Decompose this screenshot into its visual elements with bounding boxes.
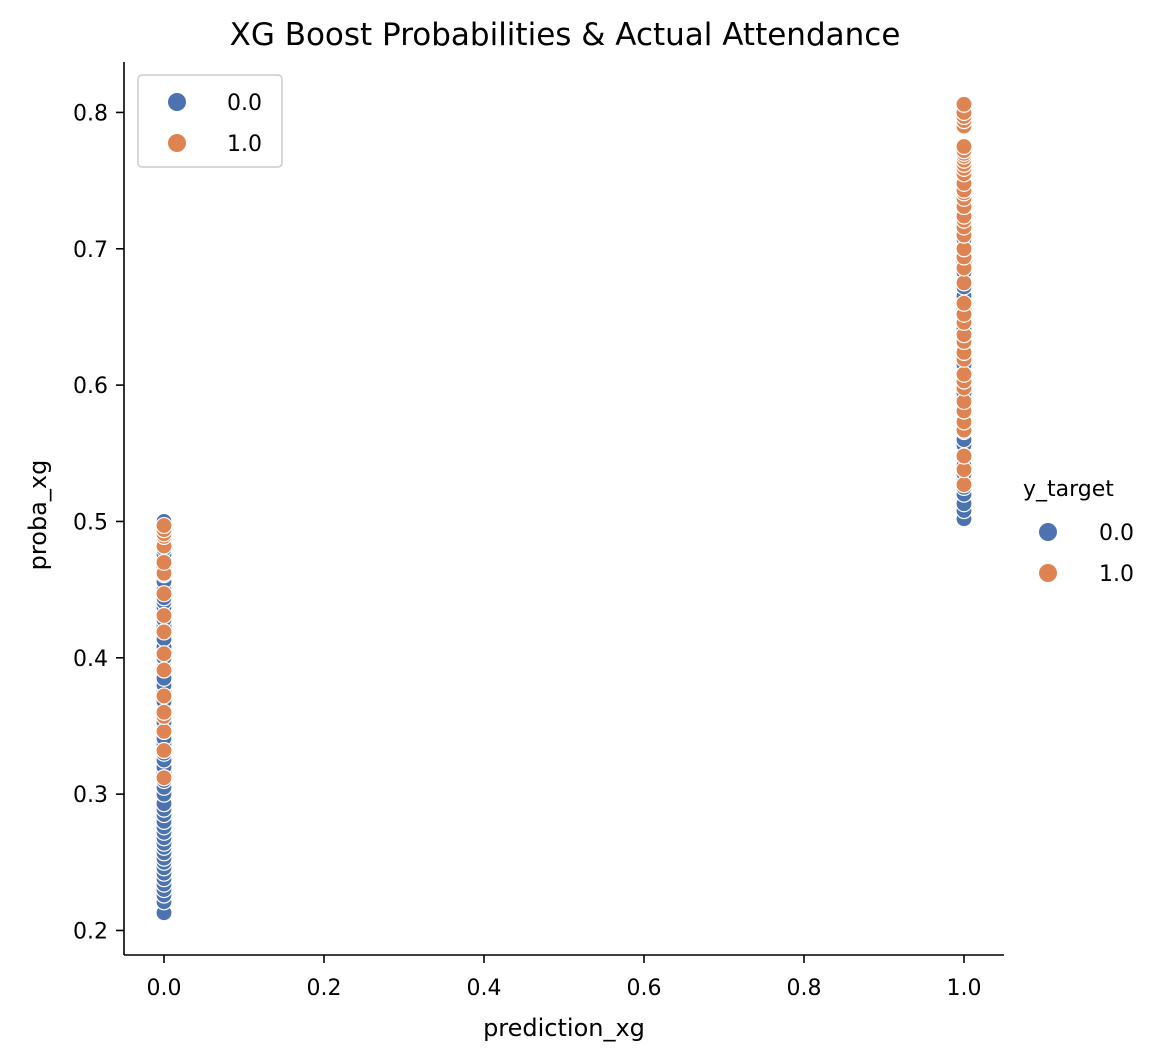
x-axis-label: prediction_xg <box>483 1014 645 1042</box>
data-point-class-1 <box>955 137 973 156</box>
x-axis-ticks: 0.0 0.2 0.4 0.6 0.8 1.0 <box>147 955 982 1001</box>
x-tick-label: 0.8 <box>787 976 822 1001</box>
legend-title: y_target <box>1023 477 1114 502</box>
x-tick-label: 1.0 <box>947 976 982 1001</box>
legend-outer-marker-1 <box>1039 564 1057 582</box>
x-tick-label: 0.0 <box>147 976 182 1001</box>
y-axis-label: proba_xg <box>24 460 52 571</box>
y-tick-label: 0.3 <box>73 783 108 808</box>
chart-title: XG Boost Probabilities & Actual Attendan… <box>230 17 901 53</box>
legend-inner-marker-0 <box>168 93 186 111</box>
data-point-class-1 <box>155 741 173 760</box>
x-tick-label: 0.4 <box>467 976 502 1001</box>
data-point-class-1 <box>155 606 173 625</box>
legend-outer-label-0: 0.0 <box>1099 521 1134 546</box>
data-point-class-1 <box>955 294 973 312</box>
x-tick-label: 0.2 <box>307 976 342 1001</box>
data-point-class-1 <box>155 722 173 741</box>
y-tick-label: 0.2 <box>73 919 108 944</box>
legend-outer: y_target 0.0 1.0 <box>1023 477 1134 587</box>
data-point-class-1 <box>155 687 173 705</box>
data-point-class-1 <box>955 476 973 494</box>
plot-area: 0.0 0.2 0.4 0.6 0.8 1.0 0.2 0.3 0.4 0.5 0.6 0.7 0.8 <box>73 62 1004 1001</box>
data-point-class-1 <box>955 274 973 292</box>
y-tick-label: 0.5 <box>73 510 108 535</box>
data-point-class-1 <box>155 645 173 663</box>
legend-inner: 0.0 1.0 <box>137 74 283 168</box>
data-point-class-1 <box>155 661 173 679</box>
data-point-class-1 <box>955 365 973 383</box>
data-point-class-1 <box>955 447 973 465</box>
data-point-class-1 <box>155 703 173 721</box>
legend-inner-label-0: 0.0 <box>227 91 262 116</box>
legend-inner-label-1: 1.0 <box>227 132 262 157</box>
y-tick-label: 0.8 <box>73 101 108 126</box>
data-points <box>155 95 973 922</box>
data-point-class-1 <box>155 585 173 603</box>
data-point-class-1 <box>955 95 973 113</box>
y-axis-ticks: 0.2 0.3 0.4 0.5 0.6 0.7 0.8 <box>73 101 124 944</box>
y-tick-label: 0.4 <box>73 647 108 672</box>
legend-inner-marker-1 <box>168 134 186 152</box>
data-point-class-1 <box>155 769 173 787</box>
data-point-class-1 <box>155 553 173 571</box>
y-tick-label: 0.6 <box>73 374 108 399</box>
y-tick-label: 0.7 <box>73 238 108 263</box>
data-point-class-1 <box>155 623 173 641</box>
legend-outer-marker-0 <box>1039 523 1057 541</box>
legend-outer-label-1: 1.0 <box>1099 562 1134 587</box>
x-tick-label: 0.6 <box>627 976 662 1001</box>
data-point-class-1 <box>155 516 173 535</box>
